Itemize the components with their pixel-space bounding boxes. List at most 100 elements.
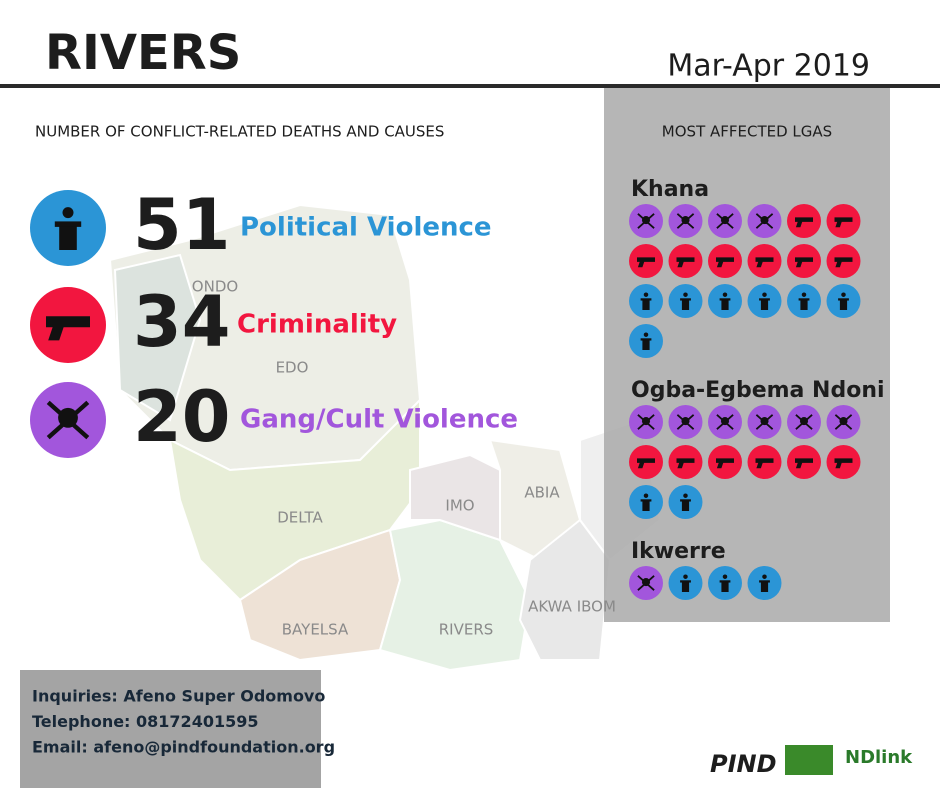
skull-glyph xyxy=(58,407,78,428)
gun-glyph xyxy=(716,257,734,268)
desk-glyph xyxy=(719,580,731,583)
lga-death-icon xyxy=(668,284,703,318)
speaker-glyph xyxy=(683,292,688,297)
podium-glyph xyxy=(642,300,650,310)
speaker-glyph xyxy=(62,207,74,219)
speaker-glyph xyxy=(683,493,688,498)
gun-glyph xyxy=(795,458,813,469)
desk-glyph xyxy=(759,298,770,301)
lga-death-icon xyxy=(747,445,782,479)
lga-death-icon xyxy=(747,244,782,278)
map-label: ONDO xyxy=(192,278,238,296)
podium-glyph xyxy=(839,300,848,310)
speaker-glyph xyxy=(722,574,728,579)
lga-death-icon xyxy=(708,284,742,318)
skull-glyph xyxy=(720,216,730,225)
desk-glyph xyxy=(719,298,731,301)
desk-glyph xyxy=(54,221,82,227)
cause-count: 34 xyxy=(133,281,230,363)
gun-glyph xyxy=(755,257,774,268)
title: RIVERS xyxy=(45,25,241,81)
gun-glyph xyxy=(755,458,774,469)
podium-glyph xyxy=(642,340,650,350)
cause-label: Criminality xyxy=(237,310,397,340)
gun-glyph xyxy=(795,217,813,228)
lga-death-icon xyxy=(826,405,861,439)
cause-count: 20 xyxy=(133,376,230,458)
lga-death-icon xyxy=(708,445,742,479)
speaker-glyph xyxy=(722,292,728,297)
lga-death-icon xyxy=(668,485,703,519)
logo-ndlink: NDlink xyxy=(845,747,913,768)
podium-glyph xyxy=(642,501,650,511)
lga-death-icon xyxy=(668,566,703,600)
logo-pind: PIND xyxy=(710,750,777,778)
desk-glyph xyxy=(640,298,652,301)
lga-death-icon xyxy=(747,204,782,238)
speaker-glyph xyxy=(762,292,767,297)
gun-glyph xyxy=(834,257,853,268)
desk-glyph xyxy=(680,298,691,301)
map-label: RIVERS xyxy=(439,621,494,639)
skull-glyph xyxy=(760,216,769,225)
podium-glyph xyxy=(721,300,729,310)
map-label: BAYELSA xyxy=(282,621,349,639)
desk-glyph xyxy=(680,499,691,502)
desk-glyph xyxy=(838,298,849,301)
desk-glyph xyxy=(640,499,652,502)
skull-glyph xyxy=(681,417,690,426)
lga-death-icon xyxy=(826,204,861,238)
desk-glyph xyxy=(680,580,691,583)
lga-death-icon xyxy=(826,284,861,318)
podium-glyph xyxy=(59,225,77,250)
map-label: DELTA xyxy=(277,509,323,527)
speaker-glyph xyxy=(683,574,688,579)
gun-glyph xyxy=(637,257,655,268)
lga-death-icon xyxy=(629,284,663,318)
contact-line: Telephone: 08172401595 xyxy=(32,712,258,731)
podium-glyph xyxy=(681,300,690,310)
lga-death-icon xyxy=(629,204,663,238)
skull-glyph xyxy=(641,578,651,587)
skull-glyph xyxy=(681,216,690,225)
cause-label: Gang/Cult Violence xyxy=(240,405,518,435)
skull-glyph xyxy=(641,216,651,225)
lga-death-icon xyxy=(708,244,742,278)
contact-line: Inquiries: Afeno Super Odomovo xyxy=(32,687,325,706)
podium-glyph xyxy=(681,582,690,592)
cause-count: 51 xyxy=(133,184,230,266)
skull-glyph xyxy=(799,417,809,426)
speaker-glyph xyxy=(762,574,767,579)
speaker-glyph xyxy=(841,292,846,297)
gun-glyph xyxy=(46,316,90,341)
lga-death-icon xyxy=(629,566,663,600)
lga-death-icon xyxy=(629,445,663,479)
gun-glyph xyxy=(676,458,695,469)
speaker-glyph xyxy=(643,292,649,297)
map-label: EDO xyxy=(276,359,309,377)
lga-death-icon xyxy=(708,204,742,238)
logo-mark xyxy=(785,745,833,775)
gun-glyph xyxy=(834,217,853,228)
lga-death-icon xyxy=(708,405,742,439)
map xyxy=(108,203,662,672)
podium-glyph xyxy=(681,501,690,511)
lga-heading: MOST AFFECTED LGAS xyxy=(662,123,832,141)
lga-death-icon xyxy=(668,405,703,439)
gun-glyph xyxy=(637,458,655,469)
lga-name: Khana xyxy=(631,177,709,202)
desk-glyph xyxy=(759,580,770,583)
map-label: IMO xyxy=(445,497,474,515)
lga-death-icon xyxy=(629,405,663,439)
lga-name: Ogba-Egbema Ndoni xyxy=(631,378,885,403)
cause-label: Political Violence xyxy=(240,213,492,243)
desk-glyph xyxy=(798,298,810,301)
lga-death-icon xyxy=(747,405,782,439)
contact-line: Email: afeno@pindfoundation.org xyxy=(32,738,335,757)
lga-death-icon xyxy=(629,485,663,519)
skull-glyph xyxy=(760,417,769,426)
speaker-glyph xyxy=(643,493,649,498)
lga-death-icon xyxy=(629,244,663,278)
lga-death-icon xyxy=(747,566,782,600)
